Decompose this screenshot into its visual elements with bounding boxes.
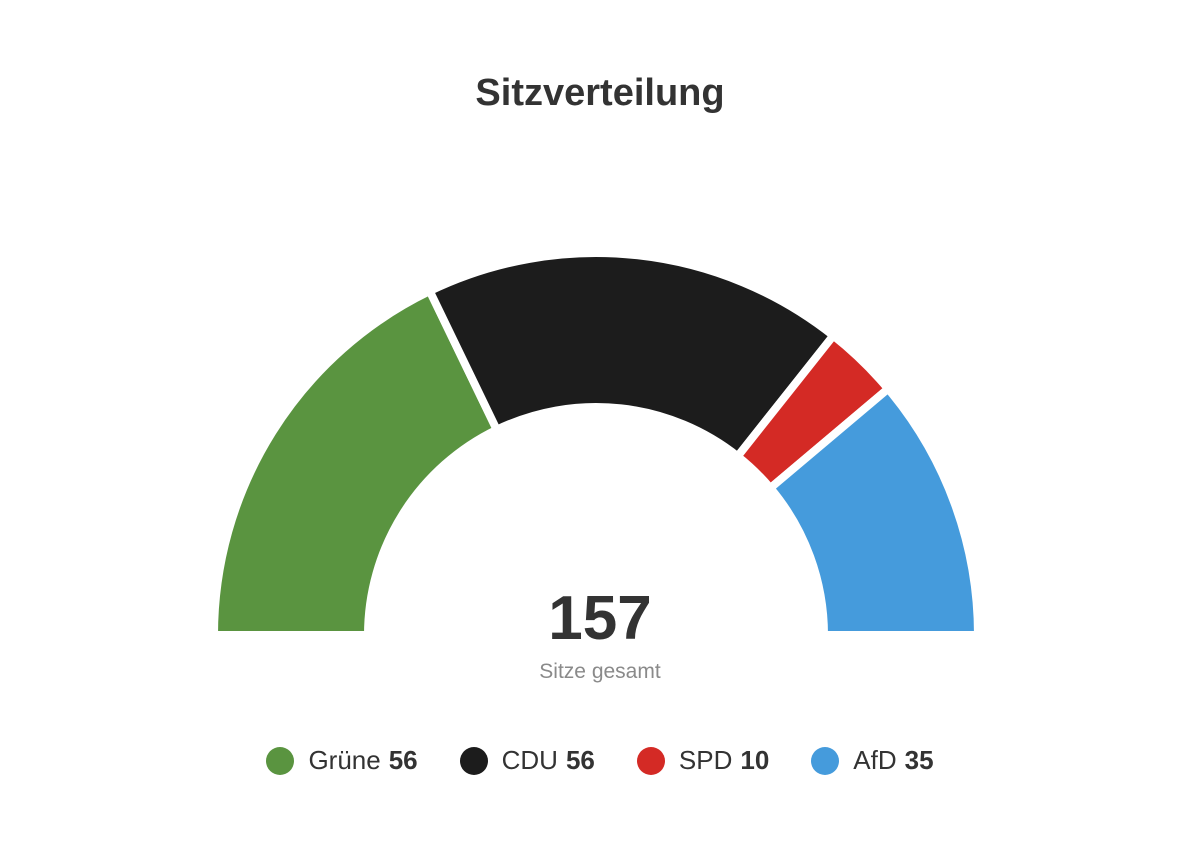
legend-value: 56: [565, 745, 595, 775]
legend-value: 10: [740, 745, 770, 775]
legend-label: CDU: [501, 745, 558, 775]
segment-afd: [764, 383, 983, 639]
legend-label: AfD: [853, 745, 897, 775]
segment-cdu: [424, 249, 839, 462]
legend-item-spd: SPD 10: [636, 745, 770, 776]
legend-item-cdu: CDU 56: [459, 745, 595, 776]
legend-color-dot-icon: [459, 746, 488, 775]
total-seats-label: Sitze gesamt: [539, 660, 661, 683]
legend-color-dot-icon: [636, 746, 665, 775]
chart-title: Sitzverteilung: [475, 72, 725, 114]
legend-label: Grüne: [308, 745, 381, 775]
chart-legend: Grüne 56 CDU 56 SPD 10 AfD 35: [0, 745, 1200, 776]
legend-value: 35: [904, 745, 934, 775]
legend-color-dot-icon: [811, 746, 840, 775]
legend-value: 56: [388, 745, 418, 775]
legend-item-gr-ne: Grüne 56: [266, 745, 418, 776]
total-seats-value: 157: [548, 584, 652, 653]
segment-gr-ne: [209, 285, 503, 639]
legend-item-afd: AfD 35: [811, 745, 934, 776]
legend-label: SPD: [678, 745, 733, 775]
legend-color-dot-icon: [266, 746, 295, 775]
